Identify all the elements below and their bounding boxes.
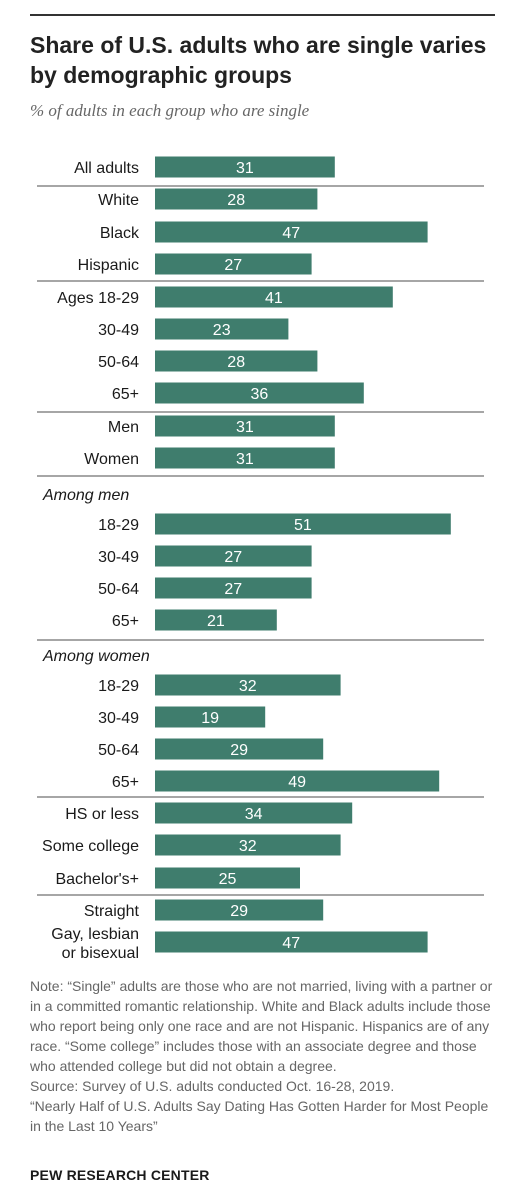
bar [155,286,393,308]
category-label: Men [108,419,139,436]
category-label: HS or less [65,806,139,823]
bar-value-label: 47 [282,225,300,242]
bar-value-label: 31 [236,451,254,468]
bar [155,931,428,953]
bar-chart: All adults 31 White 28 Black 47 Hispanic 27 Ages… [37,156,484,962]
bar [155,706,266,728]
category-label: All adults [74,160,139,177]
category-label: 30-49 [98,549,139,566]
bar-value-label: 32 [239,838,257,855]
category-label: 30-49 [98,322,139,339]
category-label: Bachelor's+ [55,871,139,888]
bar [155,834,341,856]
bar [155,447,335,469]
group-header-label: Among men [42,487,129,504]
bar [155,382,364,404]
bar [155,674,341,696]
bar-value-label: 27 [224,257,242,274]
category-label: 18-29 [98,678,139,695]
bar [155,867,300,889]
category-label: 65+ [112,613,139,630]
bar [155,513,451,535]
category-label: Ages 18-29 [57,290,139,307]
bar-value-label: 29 [230,742,248,759]
category-label: White [98,192,139,209]
bar [155,253,312,275]
note-text: Note: “Single” adults are those who are … [30,978,493,1074]
bar [155,802,353,824]
chart-subtitle: % of adults in each group who are single [30,101,310,120]
category-label: Hispanic [78,257,139,274]
bar [155,415,335,437]
bar [155,221,428,243]
bar-value-label: 29 [230,903,248,920]
category-label: Some college [42,838,139,855]
bar [155,318,289,340]
group-header-label: Among women [42,648,150,665]
category-label: Straight [84,903,140,920]
bar [155,350,318,372]
category-label: 50-64 [98,354,139,371]
report-title-text: “Nearly Half of U.S. Adults Say Dating H… [30,1098,489,1134]
bar-value-label: 27 [224,581,242,598]
bar [155,770,440,792]
bar-value-label: 47 [282,935,300,952]
category-label: 65+ [112,774,139,791]
bar [155,577,312,599]
bar [155,156,335,178]
bar-value-label: 51 [294,517,312,534]
category-label: Black [100,225,140,242]
category-label: 50-64 [98,742,139,759]
top-rule [30,14,495,16]
source-text: Source: Survey of U.S. adults conducted … [30,1078,395,1094]
bar-value-label: 28 [227,192,245,209]
bar-value-label: 36 [251,386,269,403]
bar-value-label: 32 [239,678,257,695]
bar-value-label: 31 [236,160,254,177]
notes-block: Note: “Single” adults are those who are … [30,976,500,1136]
bar [155,545,312,567]
bar-value-label: 31 [236,419,254,436]
bar-value-label: 27 [224,549,242,566]
bar [155,609,277,631]
brand-logo-text: PEW RESEARCH CENTER [30,1167,210,1183]
category-label: Women [84,451,139,468]
bar [155,188,318,210]
chart-title: Share of U.S. adults who are single vari… [30,32,487,88]
bar-value-label: 25 [219,871,237,888]
category-label: 50-64 [98,581,139,598]
bar [155,738,324,760]
bar-value-label: 41 [265,290,283,307]
bar-value-label: 28 [227,354,245,371]
category-label: or bisexual [62,945,139,962]
category-label: 18-29 [98,517,139,534]
bar-value-label: 23 [213,322,231,339]
category-label: 30-49 [98,710,139,727]
bar-value-label: 34 [245,806,263,823]
bar-value-label: 19 [201,710,219,727]
category-label: Gay, lesbian [51,926,139,943]
bar [155,899,324,921]
category-label: 65+ [112,386,139,403]
bar-value-label: 49 [288,774,306,791]
bar-value-label: 21 [207,613,225,630]
